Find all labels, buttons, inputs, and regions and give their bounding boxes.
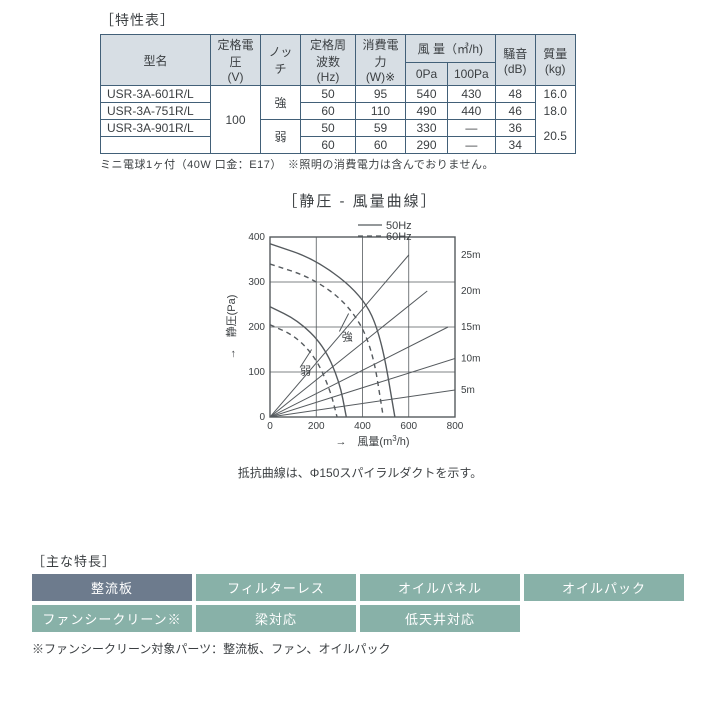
th-af100: 100Pa [448, 62, 496, 85]
svg-text:10m: 10m [461, 354, 480, 365]
r1-af0: 490 [406, 103, 448, 120]
th-airflow: 風 量（㎥/h) [406, 35, 496, 63]
svg-text:600: 600 [400, 421, 417, 432]
r1-power: 110 [356, 103, 406, 120]
th-noise: 騒音(dB) [495, 35, 535, 86]
mass-0: 16.0 [535, 86, 575, 103]
r3-af100: — [448, 137, 496, 154]
r2-noise: 36 [495, 120, 535, 137]
svg-text:5m: 5m [461, 385, 475, 396]
features-note: ※ファンシークリーン対象パーツ：整流板、ファン、オイルパック [0, 640, 720, 657]
feature-tag: 梁対応 [196, 605, 356, 632]
r3-power: 60 [356, 137, 406, 154]
spec-table: 型名 定格電圧(V) ノッチ 定格周波数(Hz) 消費電力(W)※ 風 量（㎥/… [100, 34, 576, 154]
svg-text:400: 400 [354, 421, 371, 432]
svg-text:→ 風量(m3/h): → 風量(m3/h) [335, 434, 409, 449]
r0-af100: 430 [448, 86, 496, 103]
svg-text:0: 0 [267, 421, 273, 432]
svg-text:200: 200 [308, 421, 325, 432]
mass-1: 18.0 [535, 103, 575, 120]
svg-text:200: 200 [248, 322, 265, 333]
r1-noise: 46 [495, 103, 535, 120]
svg-text:100: 100 [248, 367, 265, 378]
voltage-val: 100 [211, 86, 261, 154]
th-model: 型名 [101, 35, 211, 86]
chart-note: 抵抗曲線は、Φ150スパイラルダクトを示す。 [0, 464, 720, 481]
notch-hi: 強 [261, 86, 301, 120]
pressure-airflow-chart: 0 200 400 600 800 0 100 200 300 400 5m 10m 15m 20m 25m… [205, 217, 515, 462]
svg-text:20m: 20m [461, 286, 480, 297]
r3-af0: 290 [406, 137, 448, 154]
r2-af100: — [448, 120, 496, 137]
r3-freq: 60 [301, 137, 356, 154]
svg-text:60Hz: 60Hz [386, 231, 412, 243]
svg-text:弱: 弱 [300, 364, 311, 377]
chart-title: ［静圧 - 風量曲線］ [0, 190, 720, 211]
model-2: USR-3A-901R/L [101, 120, 211, 137]
svg-text:400: 400 [248, 232, 265, 243]
svg-text:0: 0 [259, 412, 265, 423]
svg-text:800: 800 [447, 421, 464, 432]
feature-tag: オイルパネル [360, 574, 520, 601]
mass-2: 20.5 [535, 120, 575, 154]
feature-tag: 整流板 [32, 574, 192, 601]
svg-text:15m: 15m [461, 322, 480, 333]
r0-freq: 50 [301, 86, 356, 103]
svg-text:強: 強 [342, 331, 353, 344]
r0-power: 95 [356, 86, 406, 103]
r2-af0: 330 [406, 120, 448, 137]
svg-text:→ 静圧(Pa): → 静圧(Pa) [224, 295, 238, 360]
th-notch: ノッチ [261, 35, 301, 86]
th-voltage: 定格電圧(V) [211, 35, 261, 86]
feature-tag: ファンシークリーン※ [32, 605, 192, 632]
r0-af0: 540 [406, 86, 448, 103]
th-af0: 0Pa [406, 62, 448, 85]
model-1: USR-3A-751R/L [101, 103, 211, 120]
r0-noise: 48 [495, 86, 535, 103]
r2-power: 59 [356, 120, 406, 137]
r2-freq: 50 [301, 120, 356, 137]
svg-text:25m: 25m [461, 250, 480, 261]
spec-footnote: ミニ電球1ヶ付（40W 口金：E17） ※照明の消費電力は含んでおりません。 [0, 156, 720, 172]
r3-noise: 34 [495, 137, 535, 154]
r1-af100: 440 [448, 103, 496, 120]
feature-tag: オイルパック [524, 574, 684, 601]
r1-freq: 60 [301, 103, 356, 120]
th-power: 消費電力(W)※ [356, 35, 406, 86]
notch-lo: 弱 [261, 120, 301, 154]
feature-tag: フィルターレス [196, 574, 356, 601]
feature-tags: 整流板フィルターレスオイルパネルオイルパックファンシークリーン※梁対応低天井対応 [0, 574, 720, 636]
model-0: USR-3A-601R/L [101, 86, 211, 103]
svg-text:300: 300 [248, 277, 265, 288]
spec-table-title: ［特性表］ [0, 10, 720, 30]
features-title: ［主な特長］ [32, 551, 720, 570]
th-mass: 質量(kg) [535, 35, 575, 86]
feature-tag: 低天井対応 [360, 605, 520, 632]
th-freq: 定格周波数(Hz) [301, 35, 356, 86]
